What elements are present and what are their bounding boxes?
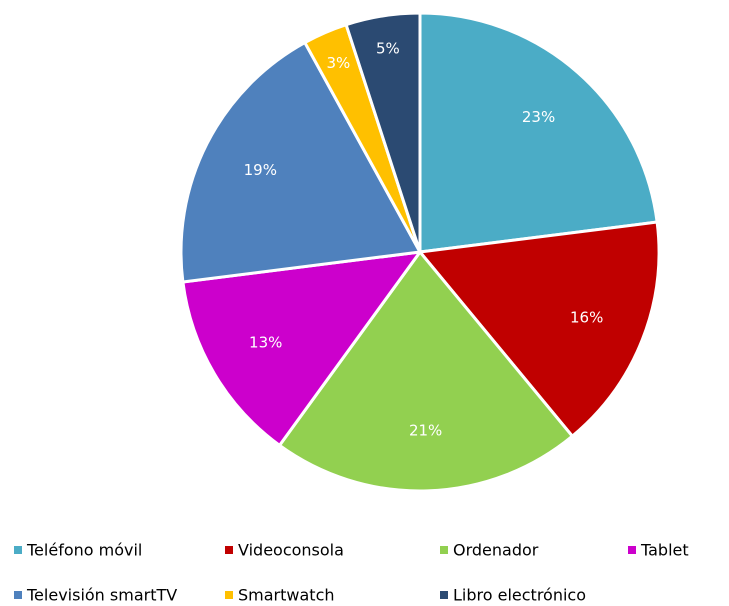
data-label: 19% xyxy=(244,161,277,179)
pie-slice xyxy=(181,250,424,448)
legend-label: Libro electrónico xyxy=(453,586,586,605)
legend-swatch xyxy=(225,591,233,599)
data-label: 5% xyxy=(376,39,400,57)
data-label: 13% xyxy=(249,334,282,352)
legend-label: Televisión smartTV xyxy=(26,586,177,605)
pie-slice xyxy=(179,40,423,284)
pie-slice xyxy=(417,220,661,439)
pie-slice xyxy=(418,11,659,254)
data-label: 23% xyxy=(522,108,555,126)
legend-label: Teléfono móvil xyxy=(26,541,142,560)
data-label: 16% xyxy=(570,308,603,326)
legend-swatch xyxy=(628,546,636,554)
legend-swatch xyxy=(225,546,233,554)
pie-slice xyxy=(277,249,575,493)
data-label: 3% xyxy=(326,54,350,72)
legend-swatch xyxy=(440,546,448,554)
legend-label: Videoconsola xyxy=(238,541,344,560)
legend-label: Ordenador xyxy=(453,541,539,560)
data-label: 21% xyxy=(409,422,442,440)
legend-label: Smartwatch xyxy=(238,586,335,605)
legend-swatch xyxy=(14,546,22,554)
legend-label: Tablet xyxy=(640,541,689,560)
legend-swatch xyxy=(14,591,22,599)
pie-slice xyxy=(344,11,422,253)
legend-swatch xyxy=(440,591,448,599)
